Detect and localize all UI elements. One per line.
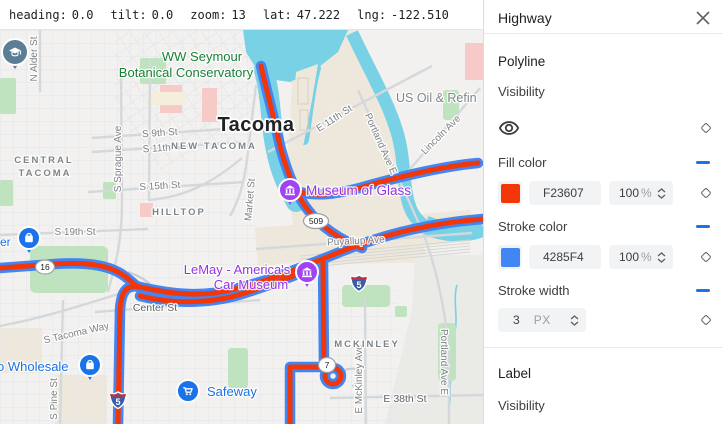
svg-text:S 15th St: S 15th St xyxy=(139,180,181,193)
svg-text:Botanical Conservatory: Botanical Conservatory xyxy=(119,65,254,80)
camera-tilt: tilt: 0.0 xyxy=(110,7,174,22)
svg-text:HILLTOP: HILLTOP xyxy=(152,207,206,218)
svg-text:S Sprague Ave: S Sprague Ave xyxy=(113,125,124,192)
highway-style-panel: Highway Polyline Visibility Fill color F… xyxy=(483,0,723,424)
svg-text:Center St: Center St xyxy=(133,302,177,314)
svg-text:MCKINLEY: MCKINLEY xyxy=(334,339,400,350)
svg-text:TACOMA: TACOMA xyxy=(19,168,72,179)
stroke-width-input[interactable]: 3 PX xyxy=(498,308,586,332)
svg-text:Puyallup Ave: Puyallup Ave xyxy=(327,234,386,248)
svg-text:S 9th St: S 9th St xyxy=(142,127,178,140)
grocery-marker[interactable] xyxy=(176,379,200,403)
parks xyxy=(0,58,459,388)
label-visibility-label: Visibility xyxy=(498,397,545,413)
stroke-width-label: Stroke width xyxy=(498,282,570,298)
interstate-5-shield: 5 xyxy=(350,274,368,293)
polyline-visibility-label: Visibility xyxy=(498,83,545,99)
map-canvas[interactable]: 16 509 7 5 5 xyxy=(0,30,483,424)
label-section-heading: Label xyxy=(498,365,532,381)
poi-labels: WW Seymour Botanical Conservatory Museum… xyxy=(0,48,478,401)
stroke-width-remove-dash[interactable] xyxy=(696,288,710,292)
neighborhood-labels: CENTRAL TACOMA NEW TACOMA HILLTOP MCKINL… xyxy=(13,140,400,352)
camera-heading: heading: 0.0 xyxy=(9,7,94,22)
svg-text:CENTRAL: CENTRAL xyxy=(14,155,73,166)
svg-text:5: 5 xyxy=(356,280,361,290)
fill-opacity-input[interactable]: 100% xyxy=(609,181,673,205)
store-marker[interactable] xyxy=(78,353,102,380)
camera-zoom: zoom: 13 xyxy=(190,7,246,22)
highway-fill xyxy=(0,63,483,424)
svg-text:er: er xyxy=(0,235,11,249)
map-svg: 16 509 7 5 5 xyxy=(0,30,483,424)
camera-state-bar: heading: 0.0 tilt: 0.0 zoom: 13 lat: 47.222 … xyxy=(0,0,483,30)
museum-marker[interactable] xyxy=(295,260,319,287)
svg-text:Portland Ave E: Portland Ave E xyxy=(438,329,449,395)
docks xyxy=(297,77,309,131)
stroke-opacity-input[interactable]: 100% xyxy=(609,245,673,269)
panel-title: Highway xyxy=(498,10,552,26)
camera-lng: lng: -122.510 xyxy=(357,7,449,22)
svg-text:E 38th St: E 38th St xyxy=(383,393,426,405)
commercial-strip xyxy=(148,92,186,105)
fill-color-label: Fill color xyxy=(498,154,547,170)
fill-color-remove-dash[interactable] xyxy=(696,160,710,164)
stroke-width-inherit-diamond-icon[interactable] xyxy=(700,314,712,326)
svg-text:S 19th St: S 19th St xyxy=(54,227,95,238)
school-marker[interactable] xyxy=(1,38,29,69)
stroke-color-label: Stroke color xyxy=(498,218,568,234)
fill-opacity-stepper[interactable] xyxy=(657,187,666,199)
close-icon[interactable] xyxy=(696,11,710,25)
svg-text:E McKinley Ave: E McKinley Ave xyxy=(354,344,365,414)
store-marker[interactable] xyxy=(17,226,41,253)
fill-color-hex-input[interactable]: F23607 xyxy=(529,181,601,205)
polyline-section-heading: Polyline xyxy=(498,53,546,69)
svg-text:5: 5 xyxy=(115,397,120,407)
stroke-color-remove-dash[interactable] xyxy=(696,224,710,228)
svg-text:S 11th St: S 11th St xyxy=(142,142,183,156)
stroke-color-swatch[interactable] xyxy=(498,245,522,269)
interstate-5-shield: 5 xyxy=(109,391,127,410)
svg-text:NEW TACOMA: NEW TACOMA xyxy=(171,141,257,152)
museum-marker[interactable] xyxy=(278,178,302,205)
stroke-opacity-stepper[interactable] xyxy=(657,251,666,263)
stroke-color-inherit-diamond-icon[interactable] xyxy=(700,251,712,263)
svg-text:LeMay - America's: LeMay - America's xyxy=(184,262,291,277)
svg-text:US Oil & Refin: US Oil & Refin xyxy=(396,91,477,105)
visibility-eye-icon[interactable] xyxy=(498,117,520,139)
fill-color-swatch[interactable] xyxy=(498,181,522,205)
visibility-inherit-diamond-icon[interactable] xyxy=(700,122,712,134)
svg-text:N Alder St: N Alder St xyxy=(29,36,40,81)
stroke-color-hex-input[interactable]: 4285F4 xyxy=(529,245,601,269)
route-16-shield: 16 xyxy=(34,259,56,275)
route-509-shield: 509 xyxy=(302,212,330,230)
svg-text:o Wholesale: o Wholesale xyxy=(0,359,69,374)
hillside-area xyxy=(385,255,483,424)
svg-text:WW Seymour: WW Seymour xyxy=(162,49,243,64)
svg-text:S Pine St: S Pine St xyxy=(49,378,60,420)
svg-text:Car Museum: Car Museum xyxy=(214,277,288,292)
fill-color-inherit-diamond-icon[interactable] xyxy=(700,187,712,199)
svg-text:7: 7 xyxy=(325,360,330,370)
svg-text:Market St: Market St xyxy=(243,178,258,222)
svg-text:509: 509 xyxy=(309,216,323,226)
panel-divider xyxy=(484,347,723,348)
stroke-width-stepper[interactable] xyxy=(570,314,579,326)
svg-text:16: 16 xyxy=(40,262,50,272)
route-7-shield: 7 xyxy=(317,356,337,374)
svg-text:Safeway: Safeway xyxy=(207,384,257,399)
camera-lat: lat: 47.222 xyxy=(262,7,341,22)
city-label: Tacoma xyxy=(217,114,294,136)
svg-text:Museum of Glass: Museum of Glass xyxy=(306,183,411,198)
panel-divider xyxy=(484,33,723,34)
